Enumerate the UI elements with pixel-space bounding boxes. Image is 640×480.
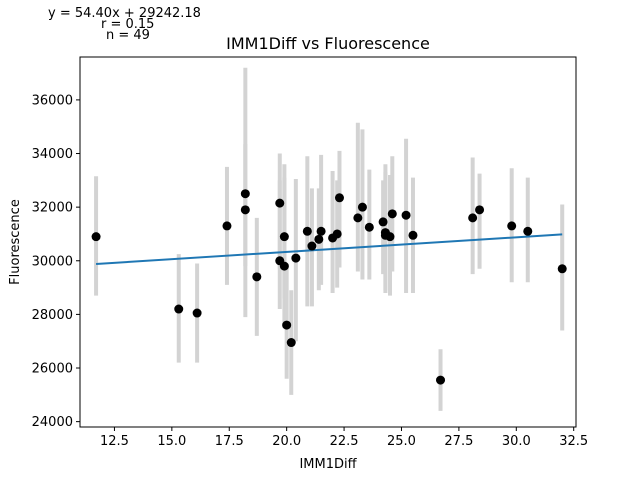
x-axis-label: IMM1Diff <box>299 457 357 472</box>
x-tick-label: 15.0 <box>157 434 186 449</box>
data-point <box>91 232 101 242</box>
data-point <box>385 232 395 242</box>
data-point <box>408 230 418 240</box>
data-point <box>192 308 202 318</box>
data-point <box>364 222 374 232</box>
data-point <box>286 338 296 348</box>
data-point <box>436 375 446 385</box>
x-tick-label: 12.5 <box>100 434 129 449</box>
y-tick-label: 34000 <box>32 147 73 162</box>
data-point <box>307 241 317 251</box>
data-point <box>353 213 363 223</box>
x-axis: 12.5 15.0 17.5 20.0 22.5 25.0 27.5 30.0 32.5 <box>100 427 588 449</box>
data-point <box>468 213 478 223</box>
regression-equation: y = 54.40x + 29242.18 <box>48 6 201 21</box>
data-point <box>279 261 289 271</box>
y-tick-label: 24000 <box>32 415 73 430</box>
data-point <box>332 229 342 239</box>
x-tick-label: 25.0 <box>387 434 416 449</box>
data-point <box>279 232 289 242</box>
data-point <box>222 221 232 231</box>
data-point <box>302 226 312 236</box>
axes-frame <box>79 56 577 428</box>
x-tick-label: 17.5 <box>215 434 244 449</box>
data-point <box>378 217 388 227</box>
x-tick-label: 22.5 <box>330 434 359 449</box>
y-tick-label: 36000 <box>32 93 73 108</box>
y-tick-label: 28000 <box>32 308 73 323</box>
data-point <box>357 202 367 212</box>
data-point <box>334 193 344 203</box>
y-tick-label: 26000 <box>32 362 73 377</box>
correlation-label: r = 0.15 <box>101 17 154 32</box>
data-point <box>291 253 301 263</box>
x-tick-label: 20.0 <box>272 434 301 449</box>
regression-line <box>96 233 563 266</box>
data-point <box>282 320 292 330</box>
data-point <box>557 264 567 274</box>
y-axis-label: Fluorescence <box>8 199 23 285</box>
data-point <box>316 226 326 236</box>
data-point <box>387 209 397 219</box>
data-point <box>252 272 262 282</box>
data-point <box>401 210 411 220</box>
x-tick-label: 30.0 <box>502 434 531 449</box>
data-point <box>240 189 250 199</box>
chart-title: IMM1Diff vs Fluorescence <box>226 34 430 53</box>
data-point <box>523 226 533 236</box>
data-point <box>174 304 184 314</box>
data-point <box>507 221 517 231</box>
data-point <box>275 198 285 208</box>
y-tick-label: 30000 <box>32 254 73 269</box>
y-tick-label: 32000 <box>32 201 73 216</box>
x-tick-label: 27.5 <box>444 434 473 449</box>
plot-area <box>91 67 567 411</box>
data-point <box>475 205 485 215</box>
data-point <box>314 234 324 244</box>
x-tick-label: 32.5 <box>559 434 588 449</box>
data-point <box>240 205 250 215</box>
y-axis: 24000 26000 28000 30000 32000 34000 36000 <box>32 93 80 430</box>
sample-size-label: n = 49 <box>106 28 150 43</box>
